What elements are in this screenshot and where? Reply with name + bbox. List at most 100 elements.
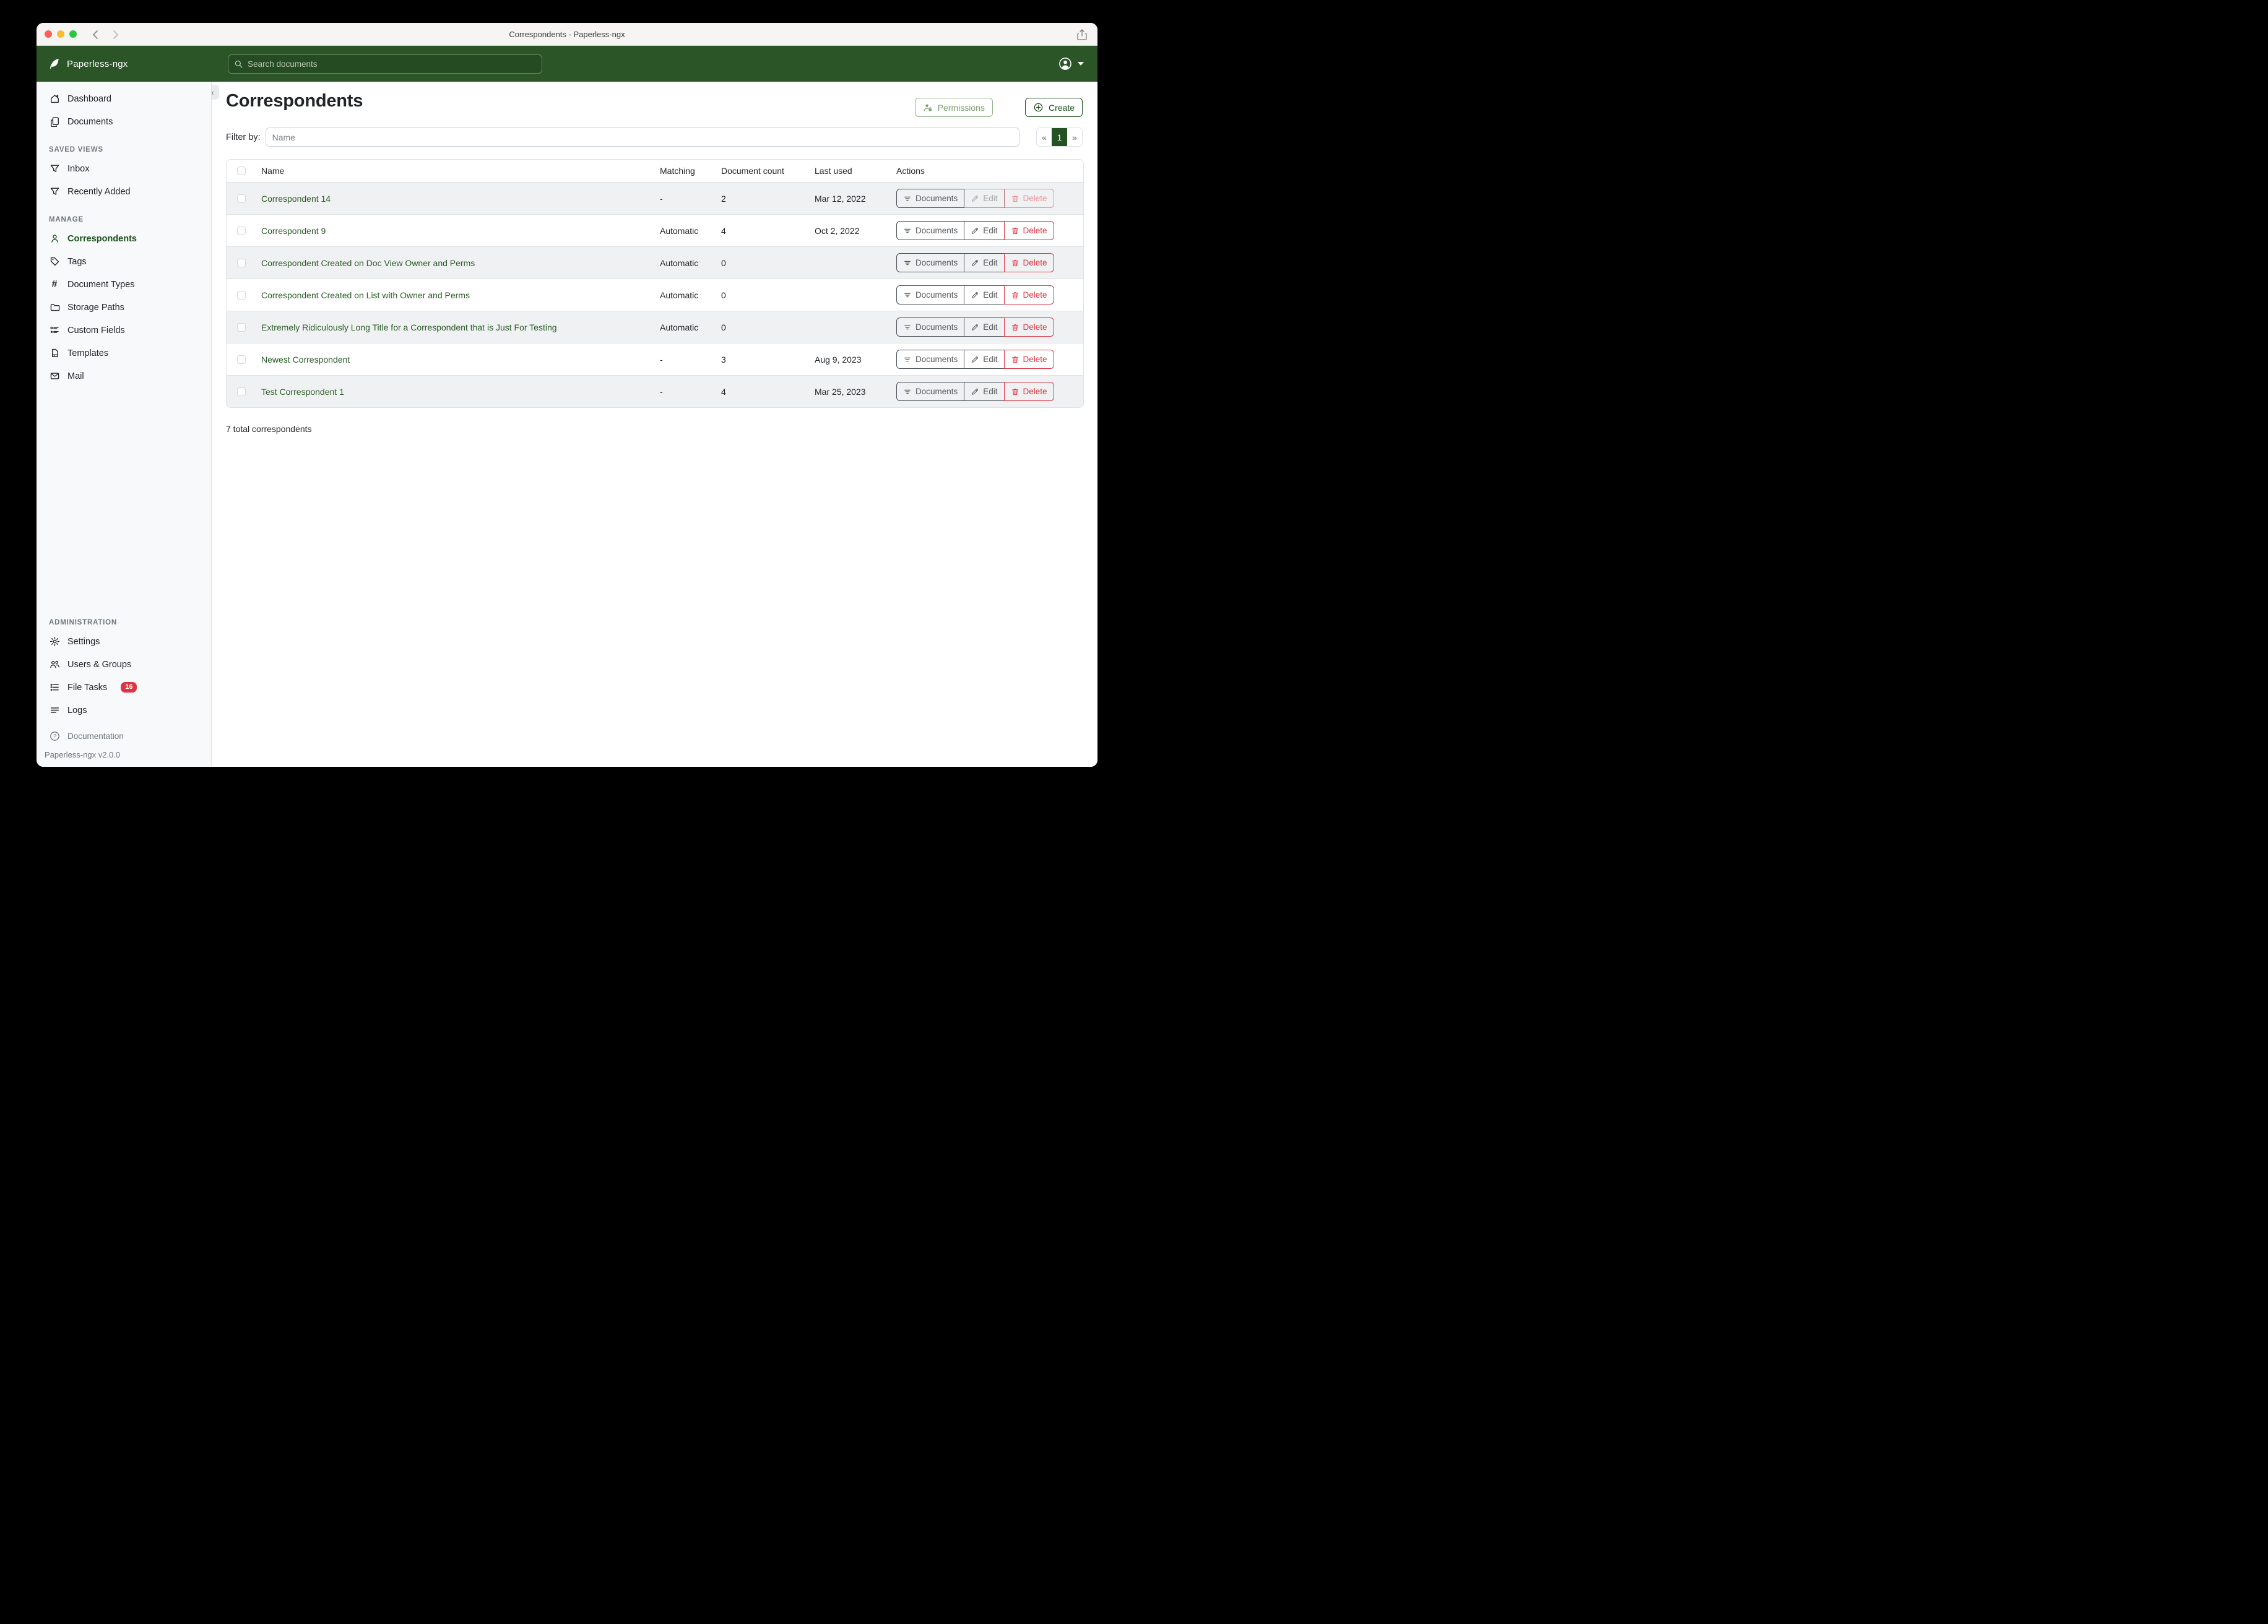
sidebar-item-storage-paths[interactable]: Storage Paths — [37, 296, 211, 319]
row-checkbox[interactable] — [237, 322, 246, 332]
forward-icon[interactable] — [109, 28, 121, 41]
correspondent-link[interactable]: Correspondent Created on Doc View Owner … — [261, 257, 475, 268]
correspondent-link[interactable]: Correspondent 14 — [261, 193, 331, 204]
question-circle-icon: ? — [49, 730, 60, 741]
edit-button[interactable]: Edit — [964, 189, 1005, 208]
table-row: Correspondent 14 - 2 Mar 12, 2022 Docume… — [227, 182, 1083, 214]
row-checkbox[interactable] — [237, 194, 246, 203]
zoom-window-button[interactable] — [69, 30, 77, 38]
correspondent-link[interactable]: Correspondent 9 — [261, 225, 326, 236]
pagination-next-button[interactable]: » — [1067, 128, 1082, 146]
correspondent-link[interactable]: Correspondent Created on List with Owner… — [261, 290, 470, 300]
row-checkbox[interactable] — [237, 258, 246, 267]
sidebar-label: Templates — [67, 348, 109, 358]
minimize-window-button[interactable] — [57, 30, 64, 38]
window-title: Correspondents - Paperless-ngx — [509, 29, 625, 39]
file-tasks-count-badge: 16 — [121, 682, 137, 693]
filter-name-input[interactable] — [265, 127, 1019, 147]
sidebar-item-document-types[interactable]: # Document Types — [37, 273, 211, 296]
delete-button[interactable]: Delete — [1003, 382, 1054, 401]
close-window-button[interactable] — [45, 30, 52, 38]
col-header-last-used[interactable]: Last used — [815, 166, 852, 176]
edit-button[interactable]: Edit — [964, 382, 1005, 401]
documents-button-label: Documents — [915, 355, 958, 364]
edit-button[interactable]: Edit — [964, 253, 1005, 272]
brand[interactable]: Paperless-ngx — [47, 57, 128, 71]
documents-button-label: Documents — [915, 194, 958, 203]
sidebar-label: Inbox — [67, 163, 90, 174]
documents-button[interactable]: Documents — [896, 317, 965, 337]
sidebar-item-inbox[interactable]: Inbox — [37, 157, 211, 180]
sidebar-label: Dashboard — [67, 93, 111, 104]
task-list-icon — [49, 682, 60, 693]
correspondent-link[interactable]: Test Correspondent 1 — [261, 386, 344, 397]
row-checkbox[interactable] — [237, 226, 246, 235]
sidebar-collapse-button[interactable]: « — [212, 85, 219, 100]
pagination-page-1[interactable]: 1 — [1052, 128, 1067, 146]
delete-button[interactable]: Delete — [1003, 285, 1054, 304]
sidebar-item-mail[interactable]: Mail — [37, 365, 211, 387]
edit-button[interactable]: Edit — [964, 285, 1005, 304]
global-search-input[interactable] — [248, 59, 536, 69]
delete-button[interactable]: Delete — [1003, 317, 1054, 337]
account-menu[interactable] — [1058, 46, 1084, 82]
back-icon[interactable] — [90, 28, 102, 41]
sidebar-label: Tags — [67, 256, 87, 267]
sidebar-item-logs[interactable]: Logs — [37, 699, 211, 722]
matching-value: Automatic — [660, 322, 699, 332]
sidebar-item-templates[interactable]: Templates — [37, 342, 211, 365]
sidebar-item-custom-fields[interactable]: Custom Fields — [37, 319, 211, 342]
sidebar-label: File Tasks — [67, 682, 108, 693]
person-lock-icon — [924, 104, 932, 111]
app-name: Paperless-ngx — [67, 58, 128, 69]
edit-button[interactable]: Edit — [964, 350, 1005, 369]
documents-button[interactable]: Documents — [896, 382, 965, 401]
edit-button-label: Edit — [983, 226, 998, 235]
documents-button[interactable]: Documents — [896, 253, 965, 272]
col-header-document-count[interactable]: Document count — [721, 166, 784, 176]
filter-lines-icon — [904, 389, 911, 394]
delete-button[interactable]: Delete — [1003, 189, 1054, 208]
matching-value: Automatic — [660, 257, 699, 268]
sidebar-label: Logs — [67, 705, 87, 715]
pagination-prev-button[interactable]: « — [1037, 128, 1052, 146]
permissions-button[interactable]: Permissions — [914, 98, 993, 117]
sidebar-label: Correspondents — [67, 233, 137, 244]
col-header-matching[interactable]: Matching — [660, 166, 695, 176]
select-all-checkbox[interactable] — [237, 166, 246, 175]
documents-button[interactable]: Documents — [896, 285, 965, 304]
permissions-label: Permissions — [937, 102, 985, 113]
row-checkbox[interactable] — [237, 387, 246, 396]
row-checkbox[interactable] — [237, 355, 246, 364]
share-icon[interactable] — [1076, 28, 1088, 41]
col-header-name[interactable]: Name — [261, 166, 285, 176]
gear-icon — [49, 636, 60, 647]
documents-button[interactable]: Documents — [896, 189, 965, 208]
sidebar-item-settings[interactable]: Settings — [37, 630, 211, 653]
row-checkbox[interactable] — [237, 290, 246, 300]
sidebar-item-correspondents[interactable]: Correspondents — [37, 227, 211, 250]
sidebar-item-documentation[interactable]: ? Documentation — [37, 725, 211, 746]
documents-button[interactable]: Documents — [896, 221, 965, 240]
filter-lines-icon — [904, 228, 911, 233]
sidebar-item-file-tasks[interactable]: File Tasks 16 — [37, 676, 211, 699]
correspondent-link[interactable]: Extremely Ridiculously Long Title for a … — [261, 322, 557, 332]
sidebar-item-documents[interactable]: Documents — [37, 110, 211, 133]
edit-button[interactable]: Edit — [964, 221, 1005, 240]
delete-button[interactable]: Delete — [1003, 350, 1054, 369]
documents-button[interactable]: Documents — [896, 350, 965, 369]
edit-button[interactable]: Edit — [964, 317, 1005, 337]
browser-window: Correspondents - Paperless-ngx Paperless… — [37, 23, 1097, 767]
delete-button[interactable]: Delete — [1003, 221, 1054, 240]
sidebar: Dashboard Documents SAVED VIEWS Inbox Re… — [37, 82, 212, 767]
sidebar-item-users-groups[interactable]: Users & Groups — [37, 653, 211, 676]
sidebar-item-tags[interactable]: Tags — [37, 250, 211, 273]
pencil-icon — [972, 324, 979, 330]
delete-button[interactable]: Delete — [1003, 253, 1054, 272]
correspondent-link[interactable]: Newest Correspondent — [261, 354, 350, 365]
sidebar-item-dashboard[interactable]: Dashboard — [37, 87, 211, 110]
create-button[interactable]: Create — [1024, 98, 1083, 117]
chevron-down-icon — [1078, 62, 1084, 66]
table-row: Correspondent Created on Doc View Owner … — [227, 246, 1083, 279]
sidebar-item-recently-added[interactable]: Recently Added — [37, 180, 211, 203]
